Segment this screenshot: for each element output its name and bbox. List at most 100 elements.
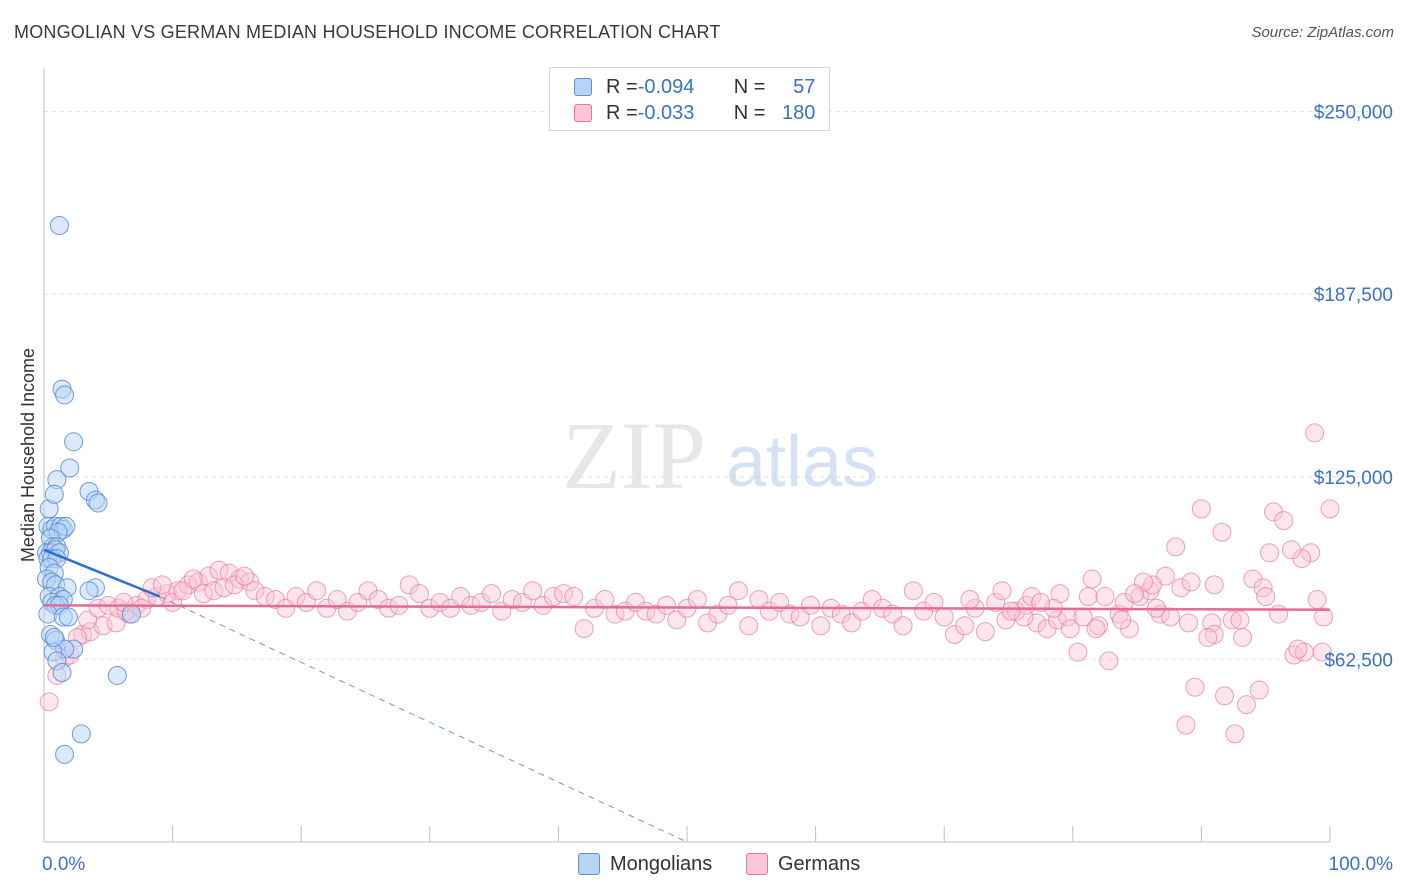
legend-r-label: R = <box>606 101 638 124</box>
german-point-153 <box>1230 610 1250 630</box>
german-point-163 <box>1260 543 1280 563</box>
mongolian-point-52 <box>52 663 72 683</box>
mongolian-point-42 <box>38 604 58 624</box>
german-point-130 <box>1181 572 1201 592</box>
bottom-legend-germans: Germans <box>746 852 860 876</box>
german-point-134 <box>1222 610 1242 630</box>
mongolian-point-45 <box>121 604 141 624</box>
mongolian-point-10 <box>44 484 64 504</box>
mongolian-point-0 <box>49 215 69 235</box>
german-point-162 <box>1269 604 1289 624</box>
german-point-154 <box>1256 587 1276 607</box>
german-point-87 <box>739 616 759 636</box>
german-point-108 <box>955 616 975 636</box>
german-point-106 <box>934 607 954 627</box>
legend-box: R = -0.094 N = 57 R = -0.033 N = 180 <box>549 67 830 131</box>
bottom-legend-label-mongolians: Mongolians <box>610 852 713 875</box>
german-point-30 <box>152 575 172 595</box>
german-point-135 <box>1233 627 1253 647</box>
y-tick-label-2: $187,500 <box>1314 285 1393 306</box>
german-point-170 <box>1185 677 1205 697</box>
german-point-86 <box>728 581 748 601</box>
german-point-156 <box>1307 589 1327 609</box>
german-point-183 <box>1031 592 1051 612</box>
german-point-132 <box>1202 613 1222 633</box>
german-point-24 <box>219 563 239 583</box>
legend-n-label: N = <box>733 101 766 124</box>
german-point-122 <box>1099 651 1119 671</box>
source-credit: Source: ZipAtlas.com <box>1251 24 1394 41</box>
german-point-62 <box>482 584 502 604</box>
german-point-71 <box>574 619 594 639</box>
legend-n-value-mongolians: 57 <box>793 75 816 98</box>
german-point-148 <box>1082 569 1102 589</box>
german-point-139 <box>1274 511 1294 531</box>
bottom-legend-label-germans: Germans <box>778 852 861 875</box>
german-point-145 <box>992 581 1012 601</box>
german-point-93 <box>800 595 820 615</box>
german-point-111 <box>986 592 1006 612</box>
german-point-115 <box>1027 613 1047 633</box>
german-point-144 <box>960 589 980 609</box>
german-point-143 <box>1312 642 1332 662</box>
german-point-142 <box>1305 423 1325 443</box>
axes <box>43 68 1331 843</box>
german-point-39 <box>245 581 265 601</box>
german-point-161 <box>1281 540 1301 560</box>
german-point-129 <box>1171 578 1191 598</box>
watermark-atlas: atlas <box>726 422 878 502</box>
german-point-181 <box>1060 619 1080 639</box>
legend-swatch-germans <box>574 104 592 122</box>
german-point-113 <box>1006 601 1026 621</box>
mongolian-trend-line <box>43 548 161 598</box>
x-tick-labels: 0.0% 100.0% <box>42 854 1393 875</box>
german-point-166 <box>1225 724 1245 744</box>
legend-r-value-germans: -0.033 <box>637 101 695 124</box>
german-point-159 <box>1301 543 1321 563</box>
chart-title: MONGOLIAN VS GERMAN MEDIAN HOUSEHOLD INC… <box>14 22 721 42</box>
german-point-70 <box>564 587 584 607</box>
legend-r-value-mongolians: -0.094 <box>637 75 695 98</box>
german-point-103 <box>903 581 923 601</box>
german-point-157 <box>1320 499 1340 519</box>
mongolian-point-35 <box>79 581 99 601</box>
german-point-121 <box>1089 616 1109 636</box>
german-point-45 <box>307 581 327 601</box>
german-point-172 <box>1166 537 1186 557</box>
bottom-legend-swatch-mongolians <box>578 853 600 875</box>
german-point-85 <box>718 595 738 615</box>
german-point-38 <box>235 566 255 586</box>
mongolian-point-55 <box>55 744 75 764</box>
german-point-22 <box>199 566 219 586</box>
x-tick-label-1: 100.0% <box>1329 854 1394 875</box>
german-point-133 <box>1212 522 1232 542</box>
german-point-33 <box>183 569 203 589</box>
german-point-185 <box>1001 601 1021 621</box>
mongolian-point-56 <box>44 627 64 647</box>
mongolian-point-44 <box>58 607 78 627</box>
mongolian-point-3 <box>64 432 84 452</box>
legend-n-value-germans: 180 <box>782 101 816 124</box>
german-point-179 <box>1086 619 1106 639</box>
german-point-152 <box>1204 575 1224 595</box>
german-point-56 <box>420 598 440 618</box>
german-point-66 <box>523 581 543 601</box>
y-tick-label-3: $250,000 <box>1314 103 1393 124</box>
mongolian-point-54 <box>71 724 91 744</box>
bottom-legend-swatch-germans <box>746 853 768 875</box>
german-trend-line <box>43 604 1331 611</box>
german-point-178 <box>1095 587 1115 607</box>
german-point-4 <box>73 625 93 645</box>
german-point-21 <box>188 572 208 592</box>
y-tick-labels: $62,500 $125,000 $187,500 $250,000 <box>1314 103 1393 672</box>
german-point-82 <box>687 589 707 609</box>
german-point-176 <box>1125 584 1145 604</box>
y-tick-label-1: $125,000 <box>1314 468 1393 489</box>
mongolian-point-2 <box>55 385 75 405</box>
y-tick-label-0: $62,500 <box>1324 650 1393 671</box>
german-point-171 <box>1176 715 1196 735</box>
x-tick-label-0: 0.0% <box>42 854 85 875</box>
german-point-79 <box>656 595 676 615</box>
legend-row-mongolians: R = -0.094 N = 57 <box>574 75 815 99</box>
